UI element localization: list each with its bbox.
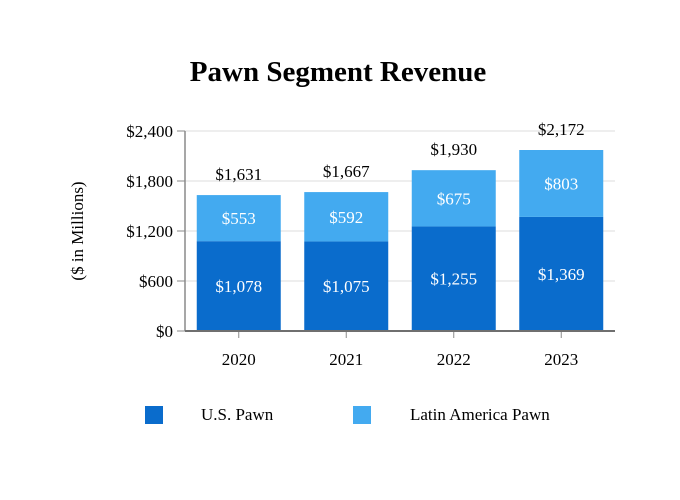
- segment-value-label: $1,075: [323, 277, 370, 296]
- bar-u-s-pawn-2023: [519, 216, 604, 331]
- bar-latin-america-pawn-2022: [411, 170, 496, 227]
- segment-value-label: $553: [222, 209, 256, 228]
- legend-swatch-us-pawn: [145, 406, 163, 424]
- bar-latin-america-pawn-2023: [519, 150, 604, 217]
- bar-latin-america-pawn-2021: [304, 192, 389, 242]
- y-tick-label: $1,800: [126, 172, 173, 191]
- bar-u-s-pawn-2021: [304, 241, 389, 331]
- bar-latin-america-pawn-2020: [196, 195, 281, 242]
- x-tick-label: 2020: [222, 350, 256, 369]
- y-axis-title: ($ in Millions): [68, 181, 87, 280]
- x-tick-label: 2021: [329, 350, 363, 369]
- y-tick-label: $0: [156, 322, 173, 341]
- segment-value-label: $592: [329, 208, 363, 227]
- segment-value-label: $1,255: [430, 270, 477, 289]
- bar-u-s-pawn-2020: [196, 241, 281, 331]
- legend-label-latin-america-pawn: Latin America Pawn: [410, 405, 550, 424]
- chart-title: Pawn Segment Revenue: [189, 56, 487, 88]
- segment-value-label: $1,369: [538, 265, 585, 284]
- y-tick-label: $600: [139, 272, 173, 291]
- x-tick-label: 2023: [544, 350, 578, 369]
- y-tick-label: $2,400: [126, 122, 173, 141]
- y-tick-label: $1,200: [126, 222, 173, 241]
- legend-label-us-pawn: U.S. Pawn: [201, 405, 274, 424]
- total-value-label: $1,631: [215, 165, 262, 184]
- bar-u-s-pawn-2022: [411, 226, 496, 331]
- legend-swatch-latin-america-pawn: [353, 406, 371, 424]
- total-value-label: $2,172: [538, 120, 585, 139]
- data-labels: $1,078 $553 $1,631 $1,075 $592 $1,667 $1,255 $6…: [215, 120, 584, 296]
- axes: $0 $600 $1,200 $1,800 $2,400 ($ in Millions) 2…: [68, 122, 615, 369]
- segment-value-label: $675: [437, 189, 471, 208]
- total-value-label: $1,930: [430, 140, 477, 159]
- total-value-label: $1,667: [323, 162, 370, 181]
- segment-value-label: $1,078: [215, 277, 262, 296]
- x-tick-label: 2022: [437, 350, 471, 369]
- legend: U.S. Pawn Latin America Pawn: [0, 404, 680, 426]
- segment-value-label: $803: [544, 174, 578, 193]
- bars: [196, 150, 604, 331]
